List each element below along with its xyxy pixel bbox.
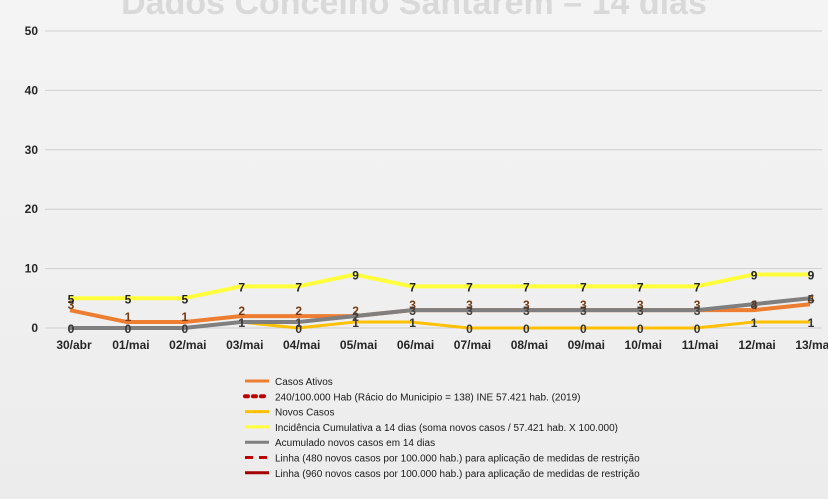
data-label: 2 [352, 304, 359, 318]
data-label: 1 [182, 310, 189, 324]
y-axis: 0 10 20 30 40 50 [25, 24, 39, 335]
data-label: 4 [808, 292, 815, 306]
x-tick-label: 05/mai [340, 338, 377, 352]
data-label: 5 [125, 292, 132, 306]
x-tick-label: 09/mai [568, 338, 605, 352]
x-tick-label: 13/mai [795, 338, 828, 352]
data-label: 1 [808, 316, 815, 330]
data-label: 0 [182, 322, 189, 336]
x-tick-label: 03/mai [226, 338, 263, 352]
data-label: 3 [409, 298, 416, 312]
y-tick-label: 40 [25, 83, 39, 97]
data-label: 5 [68, 292, 75, 306]
data-label: 1 [352, 316, 359, 330]
chart-title: Dados Concelho Santarém – 14 dias [121, 0, 707, 22]
data-label: 3 [694, 304, 701, 318]
legend-label: Linha (960 novos casos por 100.000 hab.)… [275, 469, 640, 480]
data-label: 7 [466, 280, 473, 294]
x-tick-label: 02/mai [169, 338, 206, 352]
x-axis: 30/abr 01/mai 02/mai 03/mai 04/mai 05/mai 06/m… [56, 338, 828, 352]
data-label: 0 [523, 322, 530, 336]
data-label: 0 [182, 322, 189, 336]
y-tick-label: 0 [31, 321, 38, 335]
data-label: 3 [466, 304, 473, 318]
data-label: 0 [68, 322, 75, 336]
legend-label: Novos Casos [275, 408, 334, 419]
data-label: 4 [751, 298, 758, 312]
y-tick-label: 10 [25, 262, 39, 276]
legend-label: Linha (480 novos casos por 100.000 hab.)… [275, 454, 640, 465]
legend-label: Incidência Cumulativa a 14 dias (soma no… [275, 423, 618, 434]
data-label: 3 [637, 304, 644, 318]
data-label: 0 [295, 322, 302, 336]
data-label: 7 [523, 280, 530, 294]
data-label: 7 [295, 280, 302, 294]
legend-label: Acumulado novos casos em 14 dias [275, 438, 435, 449]
series-line [70, 296, 811, 330]
data-label: 1 [751, 316, 758, 330]
data-label: 2 [295, 304, 302, 318]
data-label: 7 [580, 280, 587, 294]
legend-label: 240/100.000 Hab (Rácio do Municipio = 13… [275, 392, 580, 403]
x-tick-label: 11/mai [682, 338, 719, 352]
data-label: 5 [182, 292, 189, 306]
data-label: 1 [238, 316, 245, 330]
data-label: 9 [808, 269, 815, 283]
x-tick-label: 06/mai [397, 338, 434, 352]
data-label: 7 [409, 280, 416, 294]
data-label: 3 [637, 298, 644, 312]
data-label: 3 [523, 304, 530, 318]
data-label: 0 [580, 322, 587, 336]
data-label: 3 [580, 298, 587, 312]
data-label: 2 [352, 310, 359, 324]
data-label: 0 [125, 322, 132, 336]
x-tick-label: 04/mai [283, 338, 320, 352]
data-label: 3 [694, 298, 701, 312]
legend-label: Casos Ativos [275, 377, 333, 388]
data-labels: 0 0 0 1 0 1 1 0 0 0 0 0 1 131 1 2 2 2 3 3 3 3 3 3 3 40 0 0 1 1 2 3 3 3 3 3 3… [68, 269, 815, 336]
x-tick-label: 10/mai [625, 338, 662, 352]
data-label: 7 [238, 280, 245, 294]
data-label: 9 [751, 269, 758, 283]
data-label: 7 [637, 280, 644, 294]
data-label: 9 [352, 269, 359, 283]
data-label: 1 [295, 316, 302, 330]
data-label: 0 [68, 322, 75, 336]
data-label: 0 [466, 322, 473, 336]
x-tick-label: 08/mai [511, 338, 548, 352]
data-label: 5 [808, 292, 815, 306]
x-tick-label: 07/mai [454, 338, 491, 352]
x-tick-label: 01/mai [112, 338, 149, 352]
data-label: 3 [409, 304, 416, 318]
series-lines [69, 272, 811, 330]
y-tick-label: 20 [25, 202, 39, 216]
data-label: 0 [125, 322, 132, 336]
data-label: 1 [238, 316, 245, 330]
data-label: 3 [466, 298, 473, 312]
data-label: 3 [68, 298, 75, 312]
series-line [70, 272, 810, 301]
data-label: 0 [694, 322, 701, 336]
data-label: 7 [694, 280, 701, 294]
legend: Casos Ativos 240/100.000 Hab (Rácio do Mu… [243, 377, 640, 480]
y-tick-label: 50 [25, 24, 39, 38]
data-label: 2 [238, 304, 245, 318]
data-label: 1 [409, 316, 416, 330]
y-tick-label: 30 [25, 143, 39, 157]
data-label: 3 [523, 298, 530, 312]
data-label: 0 [637, 322, 644, 336]
data-label: 1 [125, 310, 132, 324]
data-label: 3 [751, 298, 758, 312]
data-label: 3 [580, 304, 587, 318]
x-tick-label: 12/mai [738, 338, 775, 352]
x-tick-label: 30/abr [56, 338, 92, 352]
